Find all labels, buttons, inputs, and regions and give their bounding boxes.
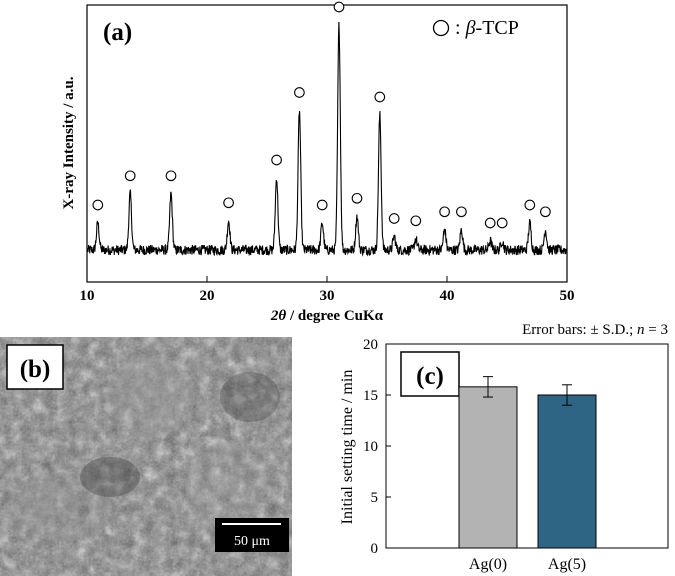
peak-marker-17: [540, 206, 551, 218]
peak-marker-3: [223, 197, 234, 209]
bar-y-ticks: 0 5 10 15 20: [363, 337, 391, 557]
xrd-x-ticks: 10 20 30 40 50: [80, 276, 575, 304]
legend-label: : β-TCP: [455, 17, 519, 39]
xrd-pattern-panel: (a) : β-TCP 10 20 30 40 50 2θ / degree CuKα …: [61, 1, 575, 324]
peak-marker-16: [524, 199, 536, 211]
xrd-plot-frame: [86, 4, 568, 283]
peak-marker-9: [374, 91, 386, 103]
panel-label-c: (c): [416, 363, 444, 390]
peak-marker-0: [92, 199, 104, 211]
bar-x-labels: Ag(0) Ag(5): [469, 556, 586, 573]
panel-label-a: (a): [103, 19, 132, 46]
peak-marker-6: [316, 199, 328, 211]
peak-marker-11: [410, 215, 422, 227]
error-bar-note: Error bars: ± S.D.; n = 3: [522, 322, 668, 338]
xrd-y-axis-label: X-ray Intensity / a.u.: [61, 76, 77, 209]
peak-marker-12: [439, 206, 450, 218]
peak-marker-10: [388, 213, 400, 224]
setting-time-panel: Error bars: ± S.D.; n = 3 (c) 0 5 10 15 20 A…: [339, 322, 669, 573]
xrd-legend: : β-TCP: [432, 17, 519, 39]
bar-y-tick-label-20: 20: [363, 337, 378, 353]
peak-marker-8: [351, 192, 363, 204]
bar-y-tick-label-5: 5: [371, 490, 379, 506]
xrd-x-tick-label-10: 10: [80, 288, 95, 304]
panel-label-c-box: [400, 351, 460, 397]
panel-label-b: (b): [20, 356, 51, 383]
legend-circle-marker: [432, 19, 450, 37]
xrd-x-tick-label-50: 50: [560, 288, 575, 304]
xrd-x-tick-label-20: 20: [200, 288, 215, 304]
xrd-x-tick-label-40: 40: [440, 288, 455, 304]
peak-marker-4: [271, 154, 282, 166]
bar-y-tick-label-0: 0: [371, 541, 379, 557]
peak-marker-5: [294, 87, 305, 98]
bar-y-tick-label-15: 15: [363, 388, 378, 404]
xrd-trace-line: [87, 21, 567, 257]
xrd-x-axis-label: 2θ / degree CuKα: [270, 308, 384, 324]
peak-marker-1: [124, 170, 136, 182]
sem-overlays: (b) 50 μm: [6, 344, 289, 552]
peak-marker-2: [165, 170, 177, 182]
peak-marker-14: [484, 217, 496, 229]
bar-Ag(5): [537, 394, 597, 549]
bar-Ag(0): [458, 386, 518, 549]
panel-label-b-box: [6, 344, 64, 390]
peak-marker-15: [496, 217, 508, 229]
peak-marker-group: [92, 1, 551, 229]
peak-marker-13: [456, 206, 467, 218]
peak-marker-7: [333, 1, 345, 13]
sem-micrograph: [0, 337, 292, 576]
xrd-x-tick-label-30: 30: [320, 288, 335, 304]
bar-y-tick-label-10: 10: [363, 439, 378, 455]
bar-category-label-1: Ag(5): [548, 556, 586, 573]
scale-bar-label: 50 μm: [234, 534, 270, 549]
bar-y-axis-label: Initial setting time / min: [339, 370, 356, 525]
bar-category-label-0: Ag(0): [469, 556, 507, 573]
bar-group: [458, 376, 597, 549]
